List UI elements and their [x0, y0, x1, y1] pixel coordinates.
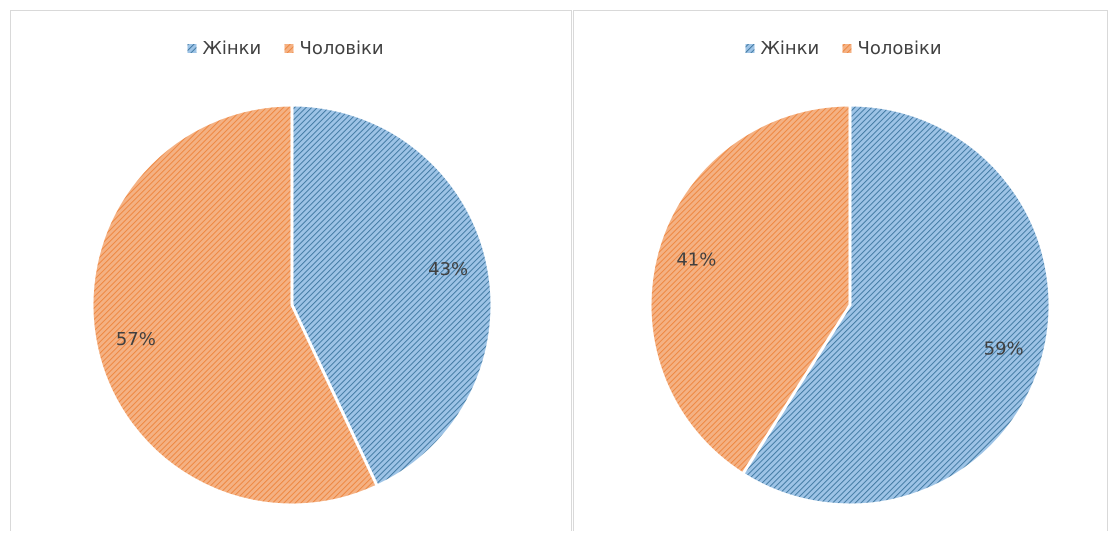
legend-label: Чоловіки: [300, 38, 384, 59]
pie-slice: [740, 103, 1052, 507]
pie-slice: [90, 103, 380, 507]
legend-label: Жінки: [761, 38, 820, 59]
legend-swatch: [745, 44, 755, 53]
pie-slice: [290, 103, 494, 488]
data-label: 59%: [984, 339, 1024, 360]
legend-label: Жінки: [203, 38, 262, 59]
legend-swatch: [842, 44, 852, 53]
pie-slice: [648, 103, 852, 476]
legend-swatch: [187, 44, 197, 53]
data-label: 43%: [428, 259, 468, 280]
legend-swatch: [284, 44, 294, 53]
data-label: 57%: [116, 329, 156, 350]
data-label: 41%: [676, 249, 716, 270]
legend-label: Чоловіки: [858, 38, 942, 59]
